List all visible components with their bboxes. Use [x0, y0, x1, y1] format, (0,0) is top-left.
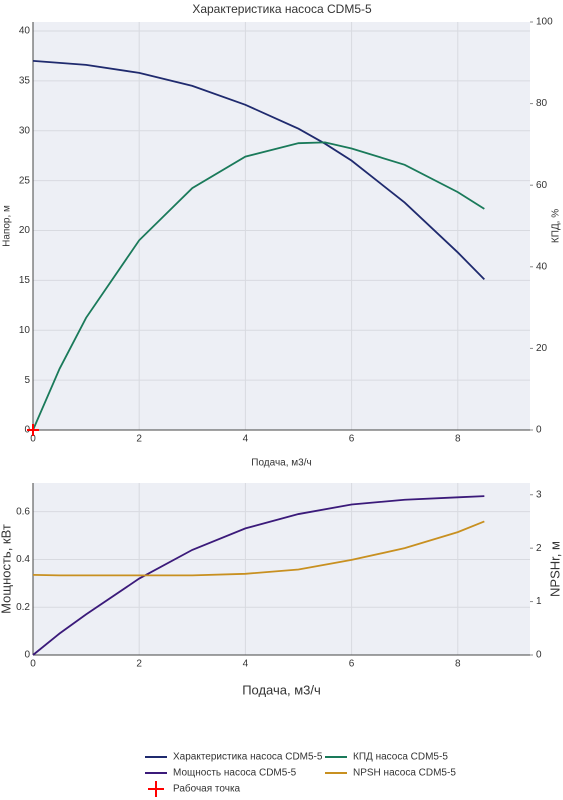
work-point	[27, 424, 39, 436]
series-line	[32, 520, 485, 577]
y2-tick-label: 80	[536, 98, 548, 109]
y2-tick-label: 1	[536, 596, 542, 607]
y-axis-title: Напор, м	[2, 205, 13, 247]
y-tick-label: 5	[24, 375, 30, 386]
y-tick-label: 20	[19, 225, 31, 236]
legend-label: Рабочая точка	[173, 783, 241, 795]
legend-label: Характеристика насоса CDM5-5	[173, 752, 323, 763]
x-axis-title: Подача, м3/ч	[242, 682, 321, 697]
y2-axis-title: NPSHr, м	[547, 541, 562, 597]
x-tick-label: 8	[455, 434, 461, 445]
y-tick-label: 0.2	[16, 602, 30, 613]
y-tick-label: 25	[19, 175, 31, 186]
x-tick-label: 6	[349, 659, 355, 670]
x-tick-label: 2	[136, 434, 142, 445]
series-line	[32, 495, 485, 656]
y-tick-label: 15	[19, 275, 31, 286]
y-axis-title: Мощность, кВт	[0, 524, 13, 614]
y-tick-label: 35	[19, 75, 31, 86]
chart-title: Характеристика насоса CDM5-5	[192, 2, 372, 16]
y2-axis-title: КПД, %	[551, 209, 562, 243]
plot-area	[33, 22, 530, 430]
series-line	[32, 141, 485, 431]
y-tick-label: 0.6	[16, 506, 30, 517]
x-tick-label: 6	[349, 434, 355, 445]
y-tick-label: 0.4	[16, 554, 30, 565]
y2-tick-label: 2	[536, 543, 542, 554]
x-axis-title: Подача, м3/ч	[251, 458, 311, 469]
y-tick-label: 0	[24, 650, 30, 661]
y-tick-label: 30	[19, 125, 31, 136]
y2-tick-label: 0	[536, 650, 542, 661]
series-line	[32, 60, 485, 281]
legend-symbol	[148, 781, 164, 797]
x-tick-label: 4	[243, 434, 249, 445]
legend-label: Мощность насоса CDM5-5	[173, 768, 297, 779]
y2-tick-label: 20	[536, 343, 548, 354]
plot-area	[33, 483, 530, 655]
legend-label: КПД насоса CDM5-5	[353, 752, 448, 763]
x-tick-label: 0	[30, 659, 36, 670]
x-tick-label: 8	[455, 659, 461, 670]
x-tick-label: 0	[30, 434, 36, 445]
y-tick-label: 10	[19, 325, 31, 336]
x-tick-label: 2	[136, 659, 142, 670]
y2-tick-label: 60	[536, 180, 548, 191]
y2-tick-label: 3	[536, 489, 542, 500]
y2-tick-label: 40	[536, 261, 548, 272]
y2-tick-label: 0	[536, 425, 542, 436]
x-tick-label: 4	[243, 659, 249, 670]
y-tick-label: 40	[19, 26, 31, 37]
legend-label: NPSH насоса CDM5-5	[353, 768, 456, 779]
y2-tick-label: 100	[536, 17, 553, 28]
